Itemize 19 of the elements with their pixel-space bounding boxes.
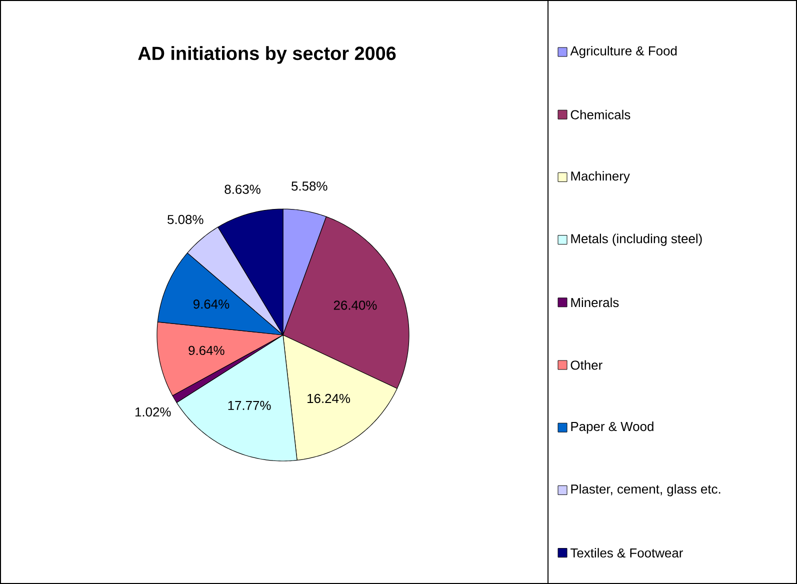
data-label: 9.64% <box>188 346 224 356</box>
legend-label: Textiles & Footwear <box>570 548 683 558</box>
data-label: 5.08% <box>168 214 204 224</box>
data-label: 9.64% <box>194 300 230 309</box>
data-label: 8.63% <box>224 184 260 194</box>
data-label: 17.77% <box>228 400 271 410</box>
legend-label: Paper & Wood <box>571 422 654 434</box>
text: AD initiations by sector 2006 <box>138 46 396 64</box>
legend-label: Metals (including steel) <box>571 234 702 246</box>
legend-label: Minerals <box>571 298 619 308</box>
data-label: 5.58% <box>292 182 328 191</box>
legend-label: Agriculture & Food <box>570 46 677 58</box>
legend-label: Other <box>570 360 602 370</box>
data-label: 1.02% <box>135 407 171 417</box>
legend-label: Chemicals <box>570 110 630 120</box>
legend-label: Machinery <box>571 171 630 184</box>
data-label: 26.40% <box>334 300 377 310</box>
data-label: 16.24% <box>308 394 350 404</box>
legend-label: Plaster, cement, glass etc. <box>571 484 720 496</box>
